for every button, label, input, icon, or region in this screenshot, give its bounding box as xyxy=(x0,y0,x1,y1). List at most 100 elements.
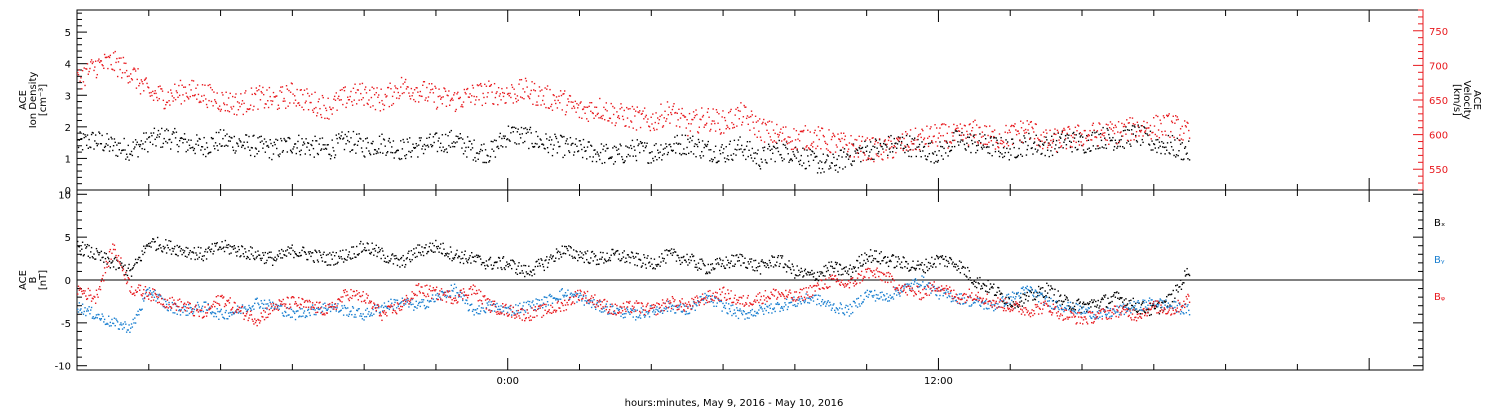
data-point xyxy=(399,158,401,161)
data-point xyxy=(134,146,136,148)
data-point xyxy=(422,251,424,253)
data-point xyxy=(509,140,511,142)
data-point xyxy=(938,150,940,152)
data-point xyxy=(923,264,926,266)
data-point xyxy=(382,138,385,140)
data-point xyxy=(889,259,891,262)
data-point xyxy=(691,118,693,121)
data-point xyxy=(682,152,684,155)
data-point xyxy=(156,298,159,300)
data-point xyxy=(924,143,926,145)
data-point xyxy=(1122,130,1125,132)
data-point xyxy=(554,99,556,102)
data-point xyxy=(530,132,532,134)
data-point xyxy=(526,86,528,88)
data-point xyxy=(263,107,266,109)
density-tick-label: 3 xyxy=(65,91,71,102)
data-point xyxy=(336,307,338,309)
data-point xyxy=(409,151,412,154)
data-point xyxy=(196,258,199,260)
data-point xyxy=(905,261,908,263)
data-point xyxy=(383,139,386,141)
data-point xyxy=(916,146,918,148)
data-point xyxy=(103,261,105,263)
data-point xyxy=(285,85,288,87)
data-point xyxy=(1056,129,1059,132)
data-point xyxy=(984,138,987,140)
data-point xyxy=(193,147,196,150)
data-point xyxy=(547,304,550,306)
data-point xyxy=(546,88,548,90)
data-point xyxy=(242,113,244,116)
data-point xyxy=(274,96,276,98)
data-point xyxy=(81,69,84,72)
data-point xyxy=(564,90,566,92)
data-point xyxy=(648,311,650,314)
data-point xyxy=(374,108,377,111)
data-point xyxy=(737,256,740,259)
data-point xyxy=(525,301,528,304)
data-point xyxy=(931,256,933,259)
data-point xyxy=(896,143,899,145)
data-point xyxy=(145,290,147,292)
data-point xyxy=(238,248,240,251)
data-point xyxy=(81,88,83,90)
data-point xyxy=(128,324,130,326)
data-point xyxy=(113,138,116,140)
data-point xyxy=(870,261,873,264)
data-point xyxy=(823,265,825,268)
data-point xyxy=(182,142,184,144)
data-point xyxy=(546,256,548,258)
data-point xyxy=(444,255,446,257)
data-point xyxy=(634,115,636,117)
data-point xyxy=(798,163,801,166)
data-point xyxy=(811,146,814,148)
data-point xyxy=(1120,297,1122,300)
data-point xyxy=(1139,131,1142,133)
data-point xyxy=(712,267,714,269)
data-point xyxy=(573,293,576,296)
data-point xyxy=(302,93,304,96)
data-point xyxy=(983,146,985,148)
data-point xyxy=(373,148,376,151)
data-point xyxy=(226,318,228,320)
data-point xyxy=(1111,300,1113,303)
data-point xyxy=(950,258,953,261)
data-point xyxy=(511,126,514,128)
data-point xyxy=(577,259,579,262)
data-point xyxy=(515,304,517,306)
data-point xyxy=(77,311,80,313)
data-point xyxy=(1063,127,1065,130)
data-point xyxy=(198,306,200,308)
data-point xyxy=(885,144,887,146)
data-point xyxy=(865,139,867,141)
data-point xyxy=(517,304,519,307)
data-point xyxy=(149,141,152,143)
data-point xyxy=(872,145,874,148)
data-point xyxy=(754,157,756,160)
data-point xyxy=(358,307,360,310)
data-point xyxy=(975,124,978,126)
data-point xyxy=(723,132,725,134)
data-point xyxy=(343,257,346,260)
data-point xyxy=(511,86,514,89)
data-point xyxy=(431,83,433,85)
data-point xyxy=(789,141,792,143)
data-point xyxy=(699,118,701,120)
data-point xyxy=(192,311,195,313)
data-point xyxy=(789,266,791,269)
data-point xyxy=(1186,152,1188,154)
data-point xyxy=(85,247,87,249)
data-point xyxy=(519,311,522,314)
data-point xyxy=(307,308,310,310)
data-point xyxy=(318,308,320,311)
data-point xyxy=(338,311,340,313)
data-point xyxy=(539,138,541,140)
data-point xyxy=(140,140,143,142)
data-point xyxy=(606,147,608,150)
data-point xyxy=(91,62,94,65)
data-point xyxy=(555,137,558,140)
data-point xyxy=(387,140,390,142)
data-point xyxy=(155,249,157,252)
data-point xyxy=(446,252,448,254)
